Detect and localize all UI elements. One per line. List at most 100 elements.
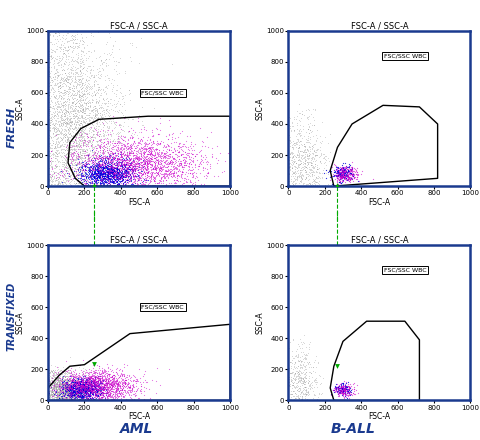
- Point: [58, 103, 65, 110]
- Point: [86, 387, 94, 394]
- Point: [64, 114, 72, 121]
- Point: [49, 389, 57, 396]
- Point: [298, 164, 305, 171]
- Point: [288, 165, 296, 172]
- Point: [106, 169, 114, 176]
- Point: [294, 174, 301, 181]
- Point: [84, 119, 92, 126]
- Point: [59, 396, 67, 403]
- Point: [153, 183, 161, 190]
- Point: [107, 370, 114, 378]
- Point: [138, 154, 145, 161]
- Point: [117, 169, 124, 176]
- Point: [65, 61, 73, 68]
- Point: [81, 183, 89, 190]
- Point: [340, 388, 348, 395]
- Point: [82, 76, 89, 83]
- Point: [68, 118, 76, 125]
- Point: [101, 371, 109, 378]
- Point: [60, 61, 68, 68]
- Point: [79, 387, 86, 394]
- Point: [90, 150, 98, 157]
- Point: [87, 143, 95, 150]
- Point: [161, 152, 168, 159]
- Point: [44, 378, 52, 385]
- Point: [49, 389, 57, 396]
- Point: [102, 379, 110, 386]
- Point: [133, 165, 141, 172]
- Point: [50, 383, 58, 390]
- Point: [59, 130, 66, 137]
- Point: [116, 373, 123, 380]
- Point: [87, 382, 95, 389]
- Point: [108, 183, 116, 190]
- Point: [47, 380, 54, 387]
- Point: [120, 393, 128, 400]
- Point: [50, 385, 58, 392]
- Point: [46, 69, 54, 76]
- Point: [77, 395, 85, 402]
- Point: [106, 165, 113, 172]
- Point: [107, 376, 115, 383]
- Point: [126, 177, 134, 184]
- Point: [66, 384, 73, 391]
- Point: [160, 150, 168, 157]
- Point: [342, 384, 349, 391]
- Point: [151, 160, 159, 167]
- Point: [58, 374, 66, 381]
- Point: [94, 138, 101, 145]
- Point: [52, 382, 60, 389]
- Point: [285, 166, 292, 173]
- Point: [44, 397, 52, 404]
- Point: [68, 153, 75, 160]
- Point: [94, 386, 101, 393]
- Point: [117, 372, 124, 379]
- Point: [134, 154, 142, 161]
- Point: [109, 169, 117, 176]
- Point: [56, 390, 63, 397]
- Point: [74, 125, 82, 132]
- Point: [89, 154, 97, 161]
- Point: [128, 386, 136, 393]
- Point: [285, 183, 292, 190]
- Point: [112, 164, 120, 171]
- Point: [87, 389, 95, 396]
- Point: [101, 100, 108, 107]
- Point: [70, 112, 77, 119]
- Point: [179, 183, 187, 190]
- Point: [75, 378, 83, 385]
- Point: [100, 177, 108, 184]
- Point: [159, 170, 167, 177]
- Point: [48, 183, 56, 190]
- Point: [182, 137, 190, 144]
- Point: [83, 382, 90, 389]
- Point: [304, 147, 312, 154]
- Point: [72, 379, 80, 386]
- Point: [129, 152, 137, 159]
- Point: [72, 141, 80, 148]
- Point: [95, 386, 103, 393]
- Point: [297, 369, 304, 376]
- Point: [89, 183, 97, 190]
- Point: [69, 375, 77, 382]
- Point: [144, 176, 152, 183]
- Point: [132, 147, 140, 154]
- Point: [106, 170, 113, 177]
- Point: [77, 172, 84, 180]
- Point: [66, 113, 73, 120]
- Point: [90, 392, 97, 399]
- Point: [52, 183, 60, 190]
- Point: [75, 393, 83, 400]
- Point: [88, 120, 96, 127]
- Point: [339, 168, 347, 175]
- Point: [295, 183, 303, 190]
- Point: [160, 150, 168, 157]
- Point: [98, 114, 106, 121]
- Point: [77, 163, 85, 170]
- Point: [89, 183, 97, 190]
- Point: [50, 59, 58, 66]
- Point: [128, 161, 135, 169]
- Point: [347, 176, 354, 183]
- Point: [90, 376, 97, 383]
- Point: [162, 170, 169, 177]
